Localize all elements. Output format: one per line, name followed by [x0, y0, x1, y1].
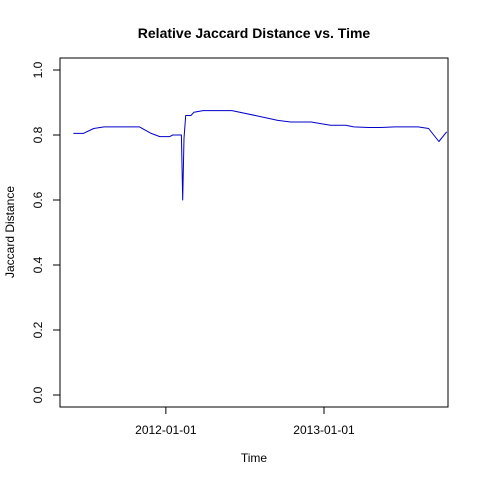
series-layer	[73, 110, 448, 201]
x-tick-label: 2013-01-01	[293, 423, 355, 437]
y-tick-label: 0.4	[31, 256, 45, 273]
x-tick-label: 2012-01-01	[135, 423, 197, 437]
chart-title: Relative Jaccard Distance vs. Time	[138, 25, 371, 41]
y-tick-label: 0.0	[31, 386, 45, 403]
y-tick-label: 0.6	[31, 191, 45, 208]
y-axis: 0.0 0.2 0.4 0.6 0.8 1.0	[31, 61, 60, 403]
y-tick-label: 0.8	[31, 126, 45, 143]
x-axis-label: Time	[241, 451, 268, 465]
y-axis-label: Jaccard Distance	[3, 186, 17, 278]
x-axis: 2012-01-01 2013-01-01	[135, 407, 355, 437]
plot-frame	[59, 57, 449, 408]
y-tick-label: 0.2	[31, 321, 45, 338]
y-tick-label: 1.0	[31, 61, 45, 78]
series-line	[73, 110, 448, 201]
